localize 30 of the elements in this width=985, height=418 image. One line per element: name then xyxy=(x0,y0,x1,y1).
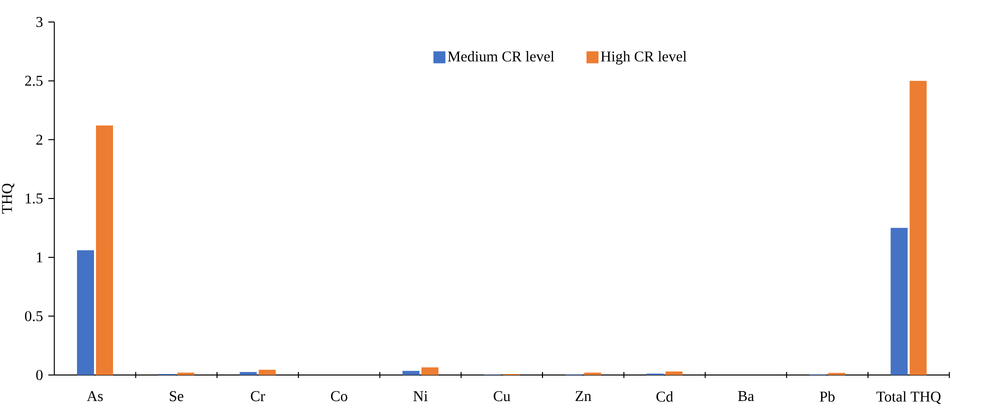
x-tick-label: Ni xyxy=(413,391,428,402)
y-tick-label: 0.5 xyxy=(25,311,43,322)
y-tick-label: 0 xyxy=(36,370,43,380)
bar xyxy=(77,250,94,375)
bar xyxy=(890,228,908,375)
legend-label: High CR level xyxy=(600,51,687,65)
x-tick-label: Co xyxy=(330,391,348,402)
bar xyxy=(240,372,257,375)
x-tick-label: Pb xyxy=(820,391,835,402)
bar xyxy=(421,367,438,375)
x-tick-label: As xyxy=(86,391,103,402)
x-tick-label: Total THQ xyxy=(876,391,941,404)
y-axis-title: THQ xyxy=(2,183,14,214)
y-tick-label: 2.5 xyxy=(25,76,43,86)
x-tick-label: Zn xyxy=(576,391,592,401)
bar xyxy=(402,370,420,375)
x-tick-label: Cd xyxy=(656,391,674,402)
bar xyxy=(96,126,113,375)
x-tick-label: Cu xyxy=(494,391,510,402)
bar xyxy=(666,371,683,375)
y-tick-label: 2 xyxy=(36,134,42,145)
y-tick-label: 1 xyxy=(36,252,42,262)
bar xyxy=(258,370,276,375)
x-tick-label: Ba xyxy=(738,391,754,402)
x-tick-label: Se xyxy=(170,391,184,402)
y-tick-label: 1.5 xyxy=(26,193,43,204)
x-tick-label: Cr xyxy=(250,391,266,402)
bar xyxy=(910,80,927,375)
legend-label: Medium CR level xyxy=(448,51,554,62)
y-tick-label: 3 xyxy=(36,16,43,28)
